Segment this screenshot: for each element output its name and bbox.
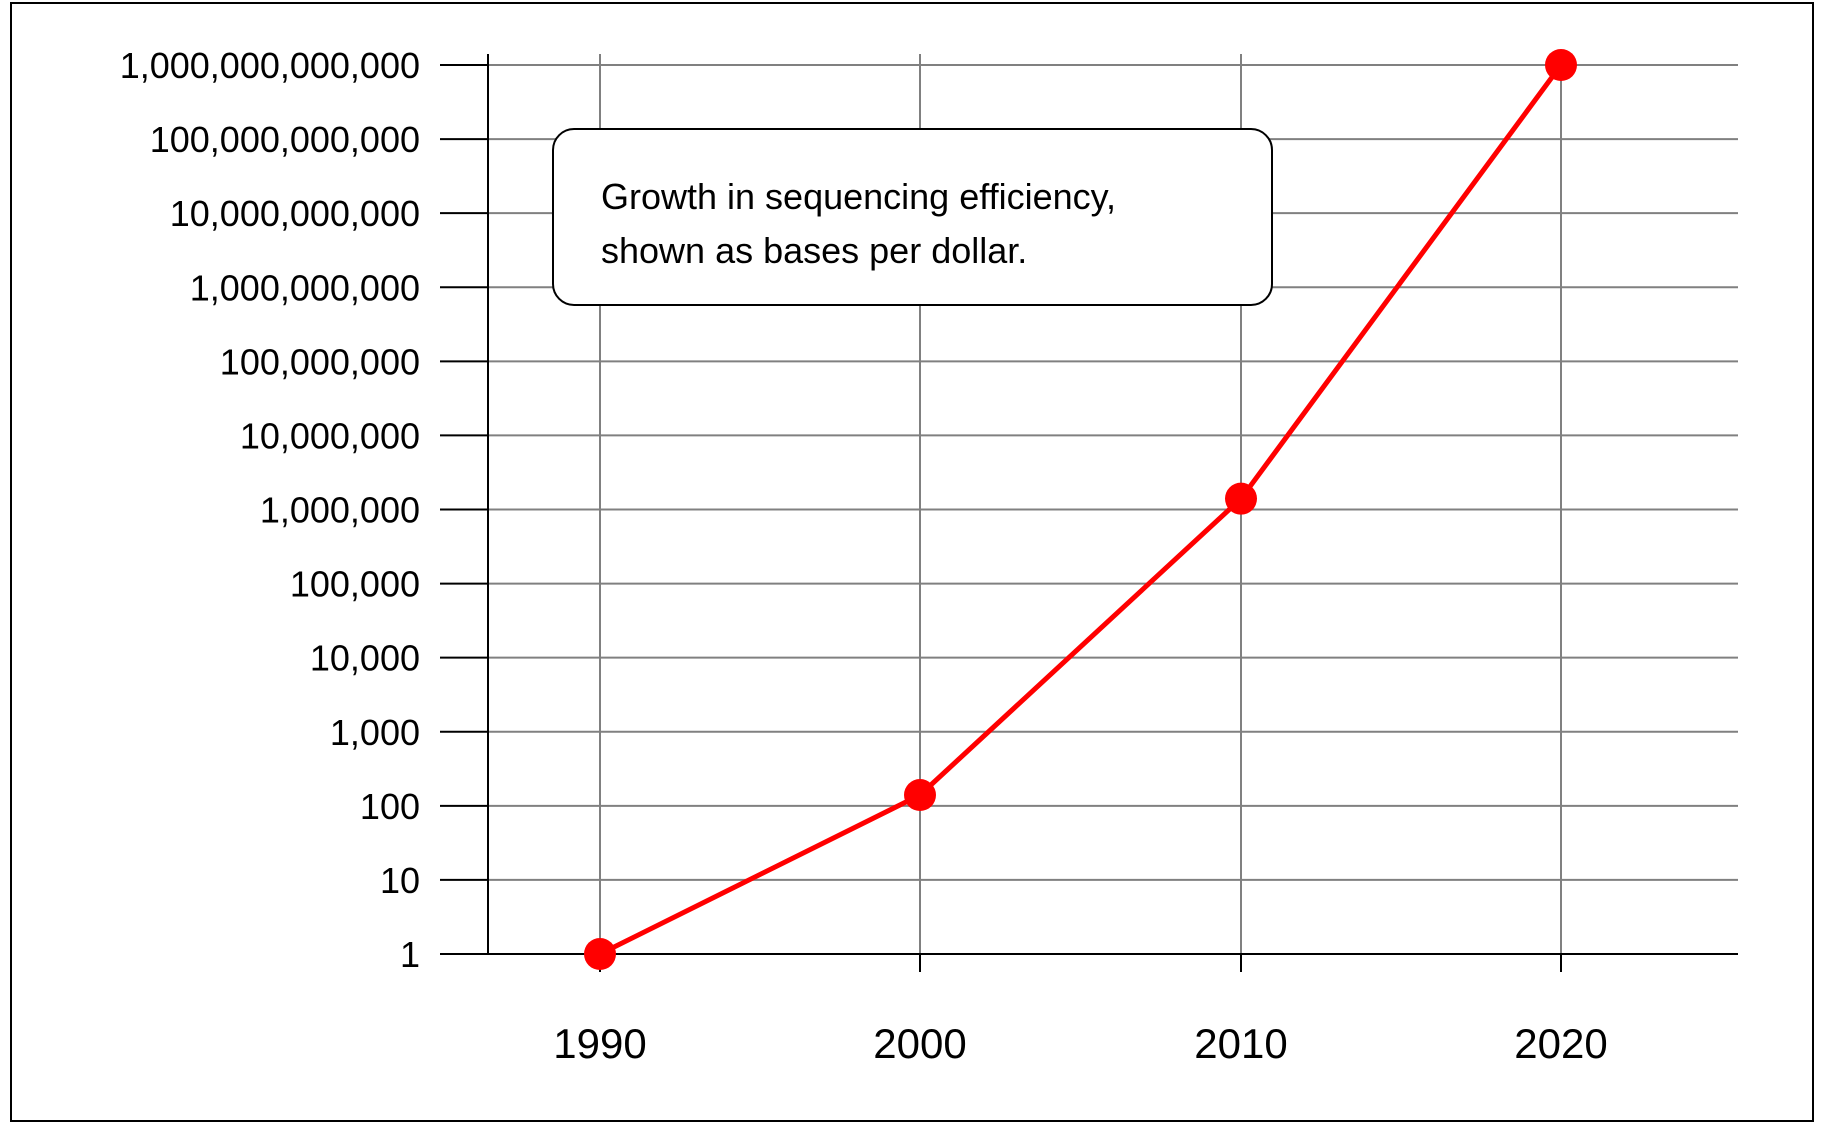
x-tick-label: 2020 [1514,1020,1607,1067]
y-tick-label: 1,000,000,000 [190,267,420,308]
x-tick-labels: 1990 2000 2010 2020 [553,1020,1607,1067]
data-point [1545,49,1577,81]
x-tick-label: 2010 [1194,1020,1287,1067]
y-tick-label: 10 [380,860,420,901]
y-tick-label: 10,000,000 [240,415,420,456]
annotation-box: Growth in sequencing efficiency, shown a… [552,128,1273,306]
data-point [584,938,616,970]
y-tick-labels: 1 10 100 1,000 10,000 100,000 1,000,000 10,000,… [120,45,420,975]
data-series [584,49,1577,970]
y-tick-label: 100,000,000 [220,341,420,382]
y-tick-label: 1,000,000,000,000 [120,45,420,86]
data-point [1225,482,1257,515]
axes [440,54,1738,972]
data-point [904,779,936,812]
y-tick-label: 100,000 [290,564,420,605]
y-tick-label: 10,000,000,000 [170,193,420,234]
y-tick-label: 100 [360,786,420,827]
y-tick-label: 10,000 [310,638,420,679]
annotation-line-1: Growth in sequencing efficiency, [601,176,1116,217]
y-tick-label: 1,000,000 [260,490,420,531]
annotation-line-2: shown as bases per dollar. [601,230,1028,271]
series-line [598,63,1564,957]
y-tick-label: 1 [400,934,420,975]
x-tick-label: 2000 [873,1020,966,1067]
x-tick-label: 1990 [553,1020,646,1067]
y-tick-label: 1,000 [330,712,420,753]
y-tick-label: 100,000,000,000 [150,119,420,160]
